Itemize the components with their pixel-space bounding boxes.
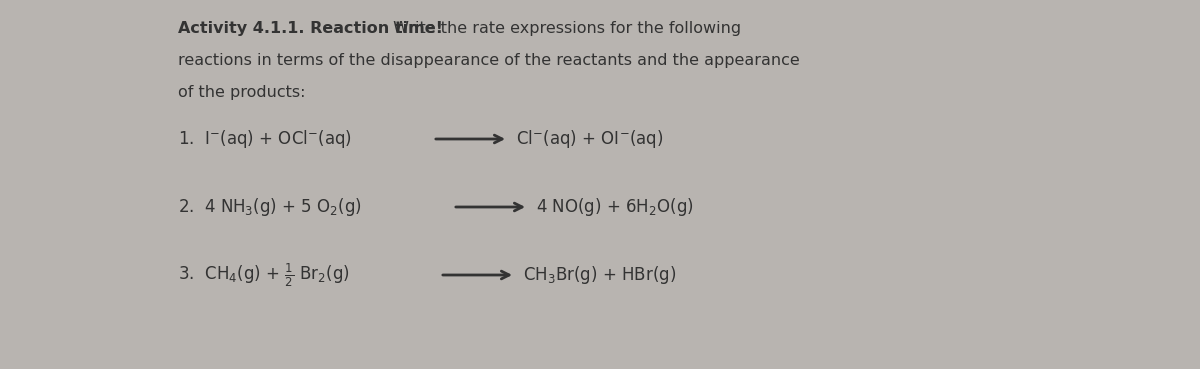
Text: 2.  4 NH$_{3}$(g) + 5 O$_{2}$(g): 2. 4 NH$_{3}$(g) + 5 O$_{2}$(g) [178, 196, 362, 218]
Text: CH$_{3}$Br(g) + HBr(g): CH$_{3}$Br(g) + HBr(g) [523, 264, 677, 286]
Text: of the products:: of the products: [178, 85, 306, 100]
Text: reactions in terms of the disappearance of the reactants and the appearance: reactions in terms of the disappearance … [178, 53, 799, 68]
Text: 3.  CH$_{4}$(g) + $\frac{1}{2}$ Br$_{2}$(g): 3. CH$_{4}$(g) + $\frac{1}{2}$ Br$_{2}$(… [178, 261, 350, 289]
Text: Cl$^{-}$(aq) + OI$^{-}$(aq): Cl$^{-}$(aq) + OI$^{-}$(aq) [516, 128, 664, 150]
Text: Write the rate expressions for the following: Write the rate expressions for the follo… [388, 21, 742, 36]
Text: 4 NO(g) + 6H$_{2}$O(g): 4 NO(g) + 6H$_{2}$O(g) [536, 196, 694, 218]
Text: Activity 4.1.1. Reaction time!: Activity 4.1.1. Reaction time! [178, 21, 443, 36]
Text: 1.  I$^{-}$(aq) + OCl$^{-}$(aq): 1. I$^{-}$(aq) + OCl$^{-}$(aq) [178, 128, 352, 150]
